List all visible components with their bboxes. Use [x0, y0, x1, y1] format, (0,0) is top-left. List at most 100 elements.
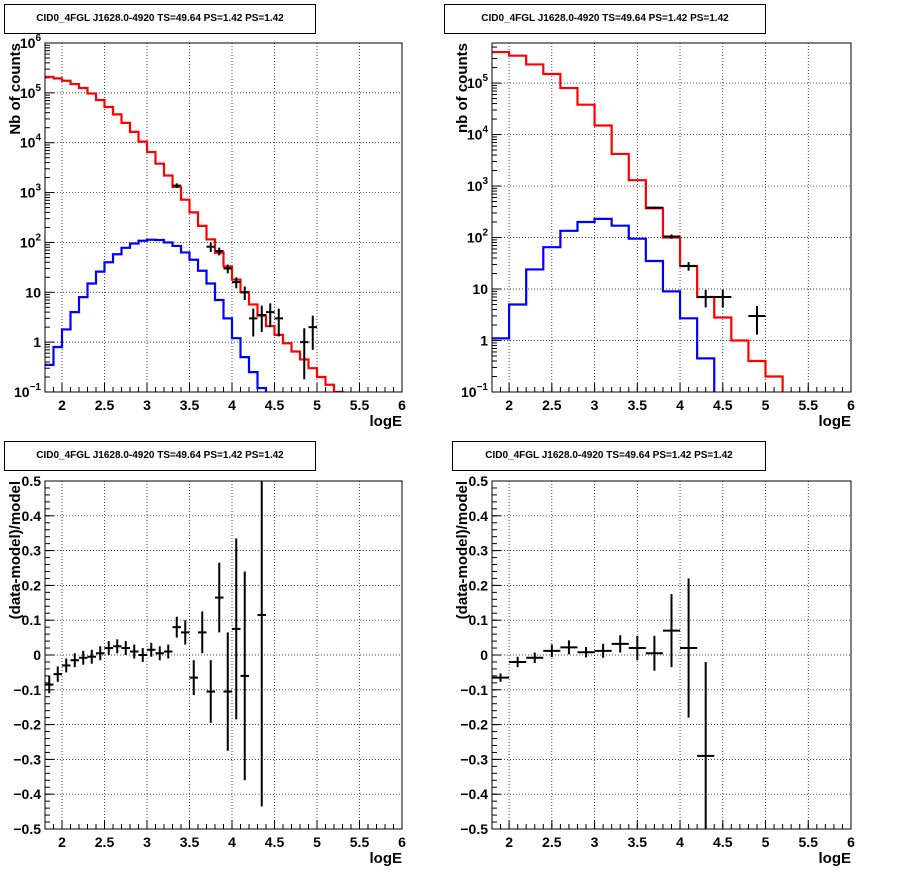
x-axis-label: logE [370, 850, 403, 867]
x-tick-label: 3 [591, 834, 599, 850]
y-tick-label: 10 [25, 284, 41, 300]
panel-title-bottom-right: CID0_4FGL J1628.0-4920 TS=49.64 PS=1.42 … [452, 441, 766, 471]
x-tick-label: 2.5 [95, 397, 115, 413]
x-tick-label: 2.5 [542, 834, 562, 850]
y-tick-label: −0.1 [13, 682, 41, 698]
y-tick-label: 0.4 [469, 508, 489, 524]
y-tick-label: 102 [20, 232, 42, 250]
histogram-series-2 [492, 217, 716, 392]
x-tick-label: 2 [58, 397, 66, 413]
y-tick-label: 0.1 [469, 612, 489, 628]
y-tick-label: 10−1 [14, 382, 41, 400]
x-tick-label: 4.5 [265, 397, 285, 413]
plot-area [492, 43, 851, 392]
y-tick-label: 105 [467, 73, 489, 91]
y-tick-label: 0 [480, 647, 488, 663]
y-tick-label: −0.1 [460, 682, 488, 698]
y-tick-label: 103 [467, 176, 489, 194]
plot-area [45, 43, 402, 392]
x-tick-label: 5.5 [350, 397, 370, 413]
x-tick-label: 3.5 [180, 397, 200, 413]
x-tick-label: 4 [676, 834, 684, 850]
y-tick-label: −0.3 [460, 751, 488, 767]
x-tick-label: 2.5 [542, 397, 562, 413]
x-tick-label: 2 [505, 834, 513, 850]
x-tick-label: 4.5 [713, 397, 733, 413]
x-tick-label: 2 [58, 834, 66, 850]
y-tick-label: 1 [33, 334, 41, 350]
y-axis-label: (data-model)/model [7, 481, 24, 619]
y-tick-label: 0.2 [469, 577, 489, 593]
y-tick-label: 0.4 [22, 508, 42, 524]
x-tick-label: 5 [313, 834, 321, 850]
histogram-series-2 [45, 238, 268, 392]
x-tick-label: 4 [676, 397, 684, 413]
x-tick-label: 4 [228, 834, 236, 850]
x-tick-label: 4.5 [265, 834, 285, 850]
x-tick-label: 6 [398, 397, 406, 413]
chart-panel-1: 2 2.5 3 3.5 4 4.5 5 5.5 6 10−1 1 10 102 103 104 105 106 l… [7, 33, 406, 430]
y-tick-label: 0.5 [469, 473, 489, 489]
panel-title-top-right: CID0_4FGL J1628.0-4920 TS=49.64 PS=1.42 … [444, 4, 766, 34]
y-tick-label: 0 [33, 647, 41, 663]
y-tick-label: 104 [20, 133, 42, 151]
y-tick-label: 0.3 [22, 543, 42, 559]
plot-frame [44, 42, 403, 393]
x-axis-label: logE [819, 413, 852, 430]
histogram-series-1 [45, 75, 344, 392]
plot-frame [44, 480, 403, 830]
chart-panel-4: 2 2.5 3 3.5 4 4.5 5 5.5 6 −0.5 −0.4 −0.3 −0.2 −0.1 0 0.… [454, 473, 855, 867]
x-tick-label: 3.5 [628, 834, 648, 850]
y-tick-label: 10 [472, 281, 488, 297]
x-tick-label: 6 [398, 834, 406, 850]
y-tick-label: 103 [20, 183, 42, 201]
x-tick-label: 4.5 [713, 834, 733, 850]
y-tick-label: 0.3 [469, 543, 489, 559]
x-tick-label: 2 [505, 397, 513, 413]
panel-title-bottom-left: CID0_4FGL J1628.0-4920 TS=49.64 PS=1.42 … [4, 441, 316, 471]
x-tick-label: 5 [762, 834, 770, 850]
data-layer [492, 578, 715, 829]
data-layer [492, 50, 784, 392]
y-tick-label: 0.5 [22, 473, 42, 489]
x-tick-label: 2.5 [95, 834, 115, 850]
chart-panel-2: 2 2.5 3 3.5 4 4.5 5 5.5 6 10−1 1 10 102 103 104 105 logE… [454, 42, 855, 430]
y-tick-label: −0.3 [13, 751, 41, 767]
y-tick-label: −0.2 [460, 717, 488, 733]
x-tick-label: 5 [313, 397, 321, 413]
x-tick-label: 5.5 [799, 834, 819, 850]
y-tick-label: 106 [20, 33, 42, 51]
y-tick-label: −0.2 [13, 717, 41, 733]
y-tick-label: 102 [467, 228, 489, 246]
x-tick-label: 6 [847, 397, 855, 413]
x-tick-label: 3.5 [628, 397, 648, 413]
y-tick-label: 10−1 [461, 382, 488, 400]
y-tick-label: 0.2 [22, 577, 42, 593]
y-tick-label: −0.4 [460, 786, 488, 802]
panel-title-top-left: CID0_4FGL J1628.0-4920 TS=49.64 PS=1.42 … [4, 4, 316, 34]
y-axis-label: (data-model)/model [454, 481, 471, 619]
y-tick-label: 104 [467, 125, 489, 143]
y-tick-label: 105 [20, 83, 42, 101]
x-tick-label: 3 [143, 397, 151, 413]
x-tick-label: 6 [847, 834, 855, 850]
chart-panel-3: 2 2.5 3 3.5 4 4.5 5 5.5 6 −0.5 −0.4 −0.3 −0.2 −0.1 0 0.… [7, 473, 406, 867]
y-axis-label: nb of counts [454, 43, 471, 133]
x-tick-label: 3 [143, 834, 151, 850]
x-axis-label: logE [370, 413, 403, 430]
y-tick-label: −0.5 [13, 821, 41, 837]
y-tick-label: −0.5 [460, 821, 488, 837]
plot-frame [491, 480, 852, 830]
data-layer [45, 481, 266, 807]
x-axis-label: logE [819, 850, 852, 867]
plot-frame [491, 42, 852, 393]
y-tick-label: 0.1 [22, 612, 42, 628]
x-tick-label: 3 [591, 397, 599, 413]
data-layer [45, 75, 344, 392]
x-tick-label: 3.5 [180, 834, 200, 850]
y-axis-label: Nb of counts [7, 43, 24, 135]
y-tick-label: 1 [480, 333, 488, 349]
x-tick-label: 4 [228, 397, 236, 413]
x-tick-label: 5.5 [799, 397, 819, 413]
